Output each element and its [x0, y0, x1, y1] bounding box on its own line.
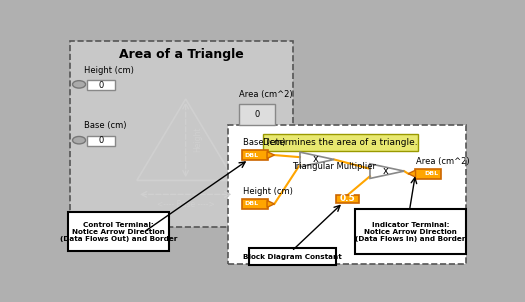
- FancyBboxPatch shape: [242, 150, 268, 160]
- Text: Height (cm): Height (cm): [84, 66, 134, 75]
- FancyBboxPatch shape: [242, 199, 268, 209]
- Text: Area of a Triangle: Area of a Triangle: [119, 48, 244, 61]
- Text: Area (cm^2): Area (cm^2): [416, 157, 469, 166]
- Text: Base (cm): Base (cm): [243, 138, 285, 147]
- Text: x: x: [383, 166, 388, 176]
- FancyBboxPatch shape: [336, 194, 359, 203]
- Text: Height (cm): Height (cm): [243, 187, 292, 196]
- FancyBboxPatch shape: [228, 125, 466, 264]
- FancyBboxPatch shape: [238, 104, 275, 125]
- Text: Base (cm): Base (cm): [84, 121, 127, 130]
- Text: Block Diagram Constant: Block Diagram Constant: [243, 254, 342, 260]
- FancyBboxPatch shape: [68, 212, 170, 251]
- Text: Height: Height: [193, 127, 202, 153]
- Polygon shape: [408, 170, 416, 177]
- Text: Area (cm^2): Area (cm^2): [238, 90, 292, 99]
- Polygon shape: [267, 201, 275, 207]
- Text: DBL: DBL: [245, 201, 259, 206]
- Circle shape: [72, 81, 86, 88]
- FancyBboxPatch shape: [249, 248, 336, 265]
- Text: DBL: DBL: [245, 153, 259, 158]
- FancyBboxPatch shape: [87, 80, 116, 90]
- Text: Control Terminal:
Notice Arrow Direction
(Data Flows Out) and Border: Control Terminal: Notice Arrow Direction…: [60, 222, 177, 242]
- Text: <---- Base ---->: <---- Base ---->: [157, 200, 215, 209]
- Text: Triangular Multiplier: Triangular Multiplier: [292, 162, 376, 171]
- Text: 0: 0: [98, 137, 103, 145]
- FancyBboxPatch shape: [354, 210, 466, 254]
- Text: DBL: DBL: [424, 171, 438, 176]
- FancyBboxPatch shape: [87, 136, 116, 146]
- Circle shape: [72, 137, 86, 144]
- Text: Determines the area of a triangle.: Determines the area of a triangle.: [263, 138, 417, 147]
- FancyBboxPatch shape: [415, 169, 441, 178]
- FancyBboxPatch shape: [263, 134, 417, 151]
- Text: 0: 0: [98, 81, 103, 90]
- Text: 0: 0: [254, 110, 259, 119]
- Text: 0.5: 0.5: [340, 194, 355, 203]
- Text: Indicator Terminal:
Notice Arrow Direction
(Data Flows In) and Border: Indicator Terminal: Notice Arrow Directi…: [355, 222, 466, 242]
- Text: x: x: [312, 155, 318, 165]
- FancyBboxPatch shape: [70, 41, 293, 227]
- Polygon shape: [267, 152, 275, 159]
